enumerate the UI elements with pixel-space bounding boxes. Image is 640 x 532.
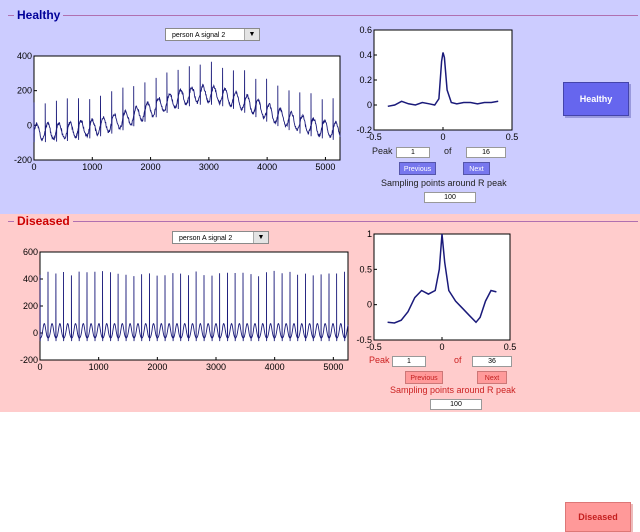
y-tick-label: -200	[20, 355, 38, 365]
healthy-signal-plot: 0 1000 2000 3000 4000 50004002000-200	[0, 48, 350, 178]
peak-total-field: 36	[472, 356, 512, 367]
plot-area	[374, 234, 510, 340]
plot-area	[374, 30, 512, 130]
diseased-panel-title: Diseased	[14, 214, 73, 228]
dropdown-value: person A signal 2	[172, 32, 225, 39]
peak-label: Peak	[372, 146, 393, 156]
panel-border	[8, 15, 638, 16]
previous-button[interactable]: Previous	[399, 162, 436, 175]
sampling-points-field[interactable]: 100	[430, 399, 482, 410]
sampling-points-field[interactable]: 100	[424, 192, 476, 203]
diseased-panel: Diseased person A signal 2 ▼ 0 1000 2000 30…	[0, 214, 640, 412]
x-tick-label: 0.5	[504, 342, 517, 352]
y-tick-label: 0	[367, 100, 372, 110]
dropdown-value: person A signal 2	[179, 235, 232, 242]
next-button[interactable]: Next	[463, 162, 490, 175]
y-tick-label: 1	[367, 229, 372, 239]
y-tick-label: 0.2	[359, 75, 372, 85]
healthy-button[interactable]: Healthy	[563, 82, 629, 116]
peak-label: Peak	[369, 355, 390, 365]
healthy-panel: Healthy person A signal 2 ▼ 0 1000 2000 300…	[0, 0, 640, 214]
plot-area	[34, 56, 340, 160]
plot-area	[40, 252, 348, 360]
x-tick-label: 0	[440, 132, 445, 142]
peak-index-field[interactable]: 1	[392, 356, 426, 367]
diseased-signal-plot: 0 1000 2000 3000 4000 50006004002000-200	[0, 246, 355, 376]
panel-border	[8, 221, 638, 222]
chevron-down-icon: ▼	[253, 232, 268, 243]
x-tick-label: 0	[439, 342, 444, 352]
of-label: of	[454, 355, 462, 365]
y-tick-label: 200	[23, 301, 38, 311]
x-tick-label: 4000	[265, 362, 285, 372]
y-tick-label: 0.6	[359, 25, 372, 35]
x-tick-label: 3000	[206, 362, 226, 372]
x-tick-label: 5000	[315, 162, 335, 172]
x-tick-label: 2000	[141, 162, 161, 172]
peak-total-field: 16	[466, 147, 506, 158]
x-tick-label: 1000	[82, 162, 102, 172]
y-tick-label: -0.5	[356, 335, 372, 345]
y-tick-label: 200	[17, 86, 32, 96]
healthy-panel-title: Healthy	[14, 8, 63, 22]
of-label: of	[444, 146, 452, 156]
x-tick-label: 3000	[199, 162, 219, 172]
sampling-label: Sampling points around R peak	[381, 178, 507, 188]
sampling-label: Sampling points around R peak	[390, 385, 516, 395]
y-tick-label: -200	[14, 155, 32, 165]
y-tick-label: 400	[17, 51, 32, 61]
diseased-button[interactable]: Diseased	[565, 502, 631, 532]
y-tick-label: 0.4	[359, 50, 372, 60]
x-tick-label: 5000	[323, 362, 343, 372]
healthy-signal-dropdown[interactable]: person A signal 2 ▼	[165, 28, 260, 41]
x-tick-label: 0	[37, 362, 42, 372]
y-tick-label: 0	[27, 120, 32, 130]
healthy-peak-plot: -0.5 0 0.50.60.40.20-0.2	[360, 22, 520, 146]
x-tick-label: 0.5	[506, 132, 519, 142]
diseased-signal-dropdown[interactable]: person A signal 2 ▼	[172, 231, 269, 244]
y-tick-label: 0	[367, 300, 372, 310]
next-button[interactable]: Next	[477, 371, 507, 384]
chevron-down-icon: ▼	[244, 29, 259, 40]
x-tick-label: 1000	[89, 362, 109, 372]
y-tick-label: 0.5	[359, 264, 372, 274]
diseased-peak-plot: -0.5 0 0.510.50-0.5	[360, 228, 520, 348]
x-tick-label: 0	[31, 162, 36, 172]
y-tick-label: 0	[33, 328, 38, 338]
x-tick-label: 4000	[257, 162, 277, 172]
x-tick-label: 2000	[147, 362, 167, 372]
y-tick-label: -0.2	[356, 125, 372, 135]
y-tick-label: 400	[23, 274, 38, 284]
y-tick-label: 600	[23, 247, 38, 257]
previous-button[interactable]: Previous	[405, 371, 443, 384]
peak-index-field[interactable]: 1	[396, 147, 430, 158]
